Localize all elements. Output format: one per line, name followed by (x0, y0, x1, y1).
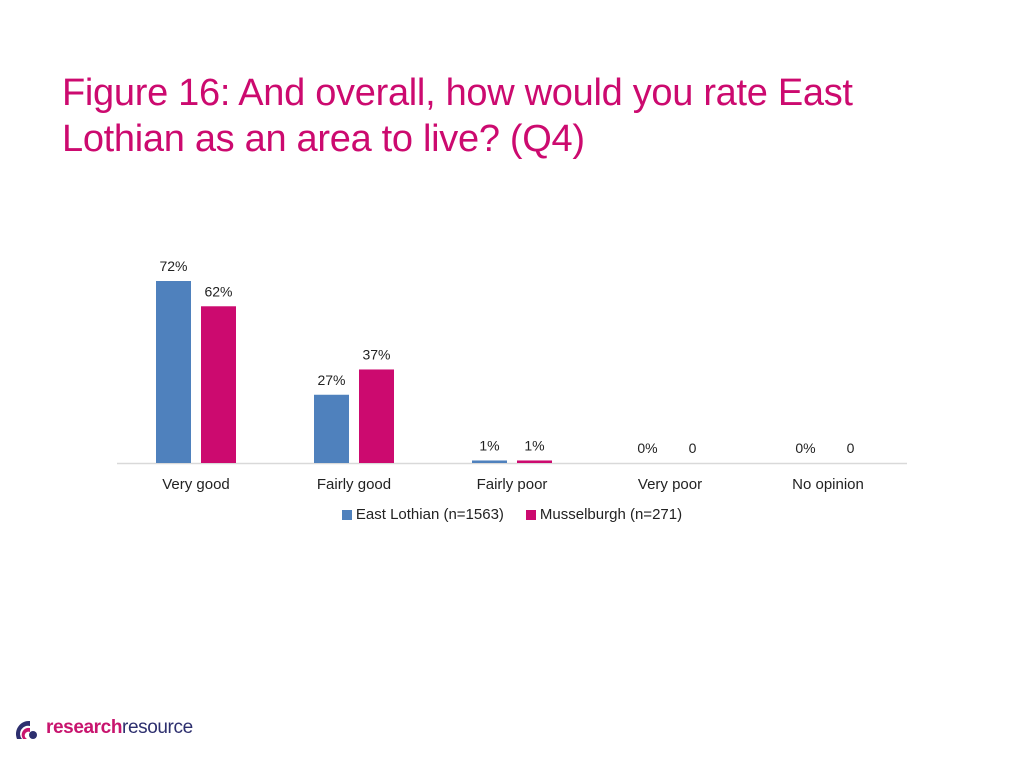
data-label: 62% (204, 283, 232, 299)
data-label: 27% (317, 372, 345, 388)
slide-title: Figure 16: And overall, how would you ra… (62, 72, 853, 160)
bar-east-lothian-fairly-good (314, 394, 349, 463)
bar-musselburgh-fairly-poor (517, 460, 552, 463)
legend-label: East Lothian (n=1563) (355, 506, 504, 523)
data-label: 0% (637, 440, 657, 456)
logo-mark-icon (15, 720, 37, 739)
data-label: 37% (362, 346, 390, 362)
chart-legend: East Lothian (n=1563) Musselburgh (n=271) (0, 506, 1024, 523)
bar-musselburgh-fairly-good (359, 369, 394, 463)
data-label: 1% (479, 437, 499, 453)
x-tick-label: Fairly poor (477, 476, 548, 493)
bar-east-lothian-very-good (156, 281, 191, 463)
data-label: 0% (795, 440, 815, 456)
data-label: 1% (524, 437, 544, 453)
x-tick-label: Very poor (638, 476, 702, 493)
legend-swatch (341, 509, 352, 520)
bar-east-lothian-fairly-poor (472, 460, 507, 463)
legend-item: East Lothian (n=1563) (341, 506, 504, 523)
logo-text-research: research (46, 717, 123, 738)
data-label: 72% (159, 258, 187, 274)
legend-item: Musselburgh (n=271) (525, 506, 683, 523)
bar-musselburgh-very-good (201, 306, 236, 463)
data-label: 0 (689, 440, 697, 456)
x-tick-label: Very good (162, 476, 230, 493)
data-label: 0 (847, 440, 855, 456)
x-tick-label: Fairly good (317, 476, 391, 493)
legend-label: Musselburgh (n=271) (539, 506, 683, 523)
x-tick-label: No opinion (792, 476, 864, 493)
legend-swatch (525, 509, 536, 520)
logo-text-resource: resource (122, 717, 193, 738)
research-resource-logo: researchresource (14, 716, 193, 740)
